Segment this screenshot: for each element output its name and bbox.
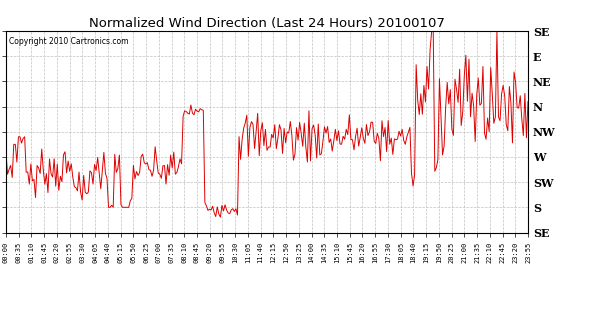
Text: Copyright 2010 Cartronics.com: Copyright 2010 Cartronics.com [8,37,128,46]
Title: Normalized Wind Direction (Last 24 Hours) 20100107: Normalized Wind Direction (Last 24 Hours… [89,17,445,30]
